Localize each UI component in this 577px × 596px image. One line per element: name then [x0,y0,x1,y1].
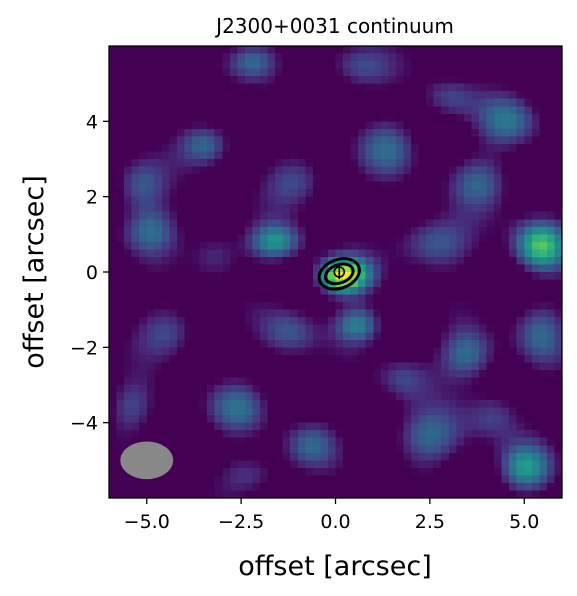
contour-group [317,257,361,291]
x-axis-label: offset [arcsec] [238,551,431,582]
y-tick-label: 0 [86,262,98,284]
beam-group [120,441,174,480]
x-tick-label: 2.5 [415,511,445,533]
y-tick-label: −2 [70,337,98,359]
x-tick-label: −2.5 [218,511,264,533]
x-tick-label: 0.0 [320,511,350,533]
x-tick-label: 5.0 [509,511,539,533]
contour-1 [323,262,355,286]
source-marker [333,265,346,279]
beam-ellipse [120,441,174,480]
x-axis-ticks: −5.0 −2.5 0.0 2.5 5.0 [124,498,539,533]
heatmap-area [109,46,562,498]
y-tick-label: 2 [86,187,98,209]
y-tick-label: −4 [70,413,98,435]
y-axis-label: offset [arcsec] [19,175,50,368]
chart-title: J2300+0031 continuum [214,14,454,38]
continuum-heatmap [109,46,562,498]
y-axis-ticks: −4 −2 0 2 4 [70,111,109,435]
contour-0 [317,257,361,291]
y-tick-label: 4 [86,111,98,133]
x-tick-label: −5.0 [124,511,170,533]
